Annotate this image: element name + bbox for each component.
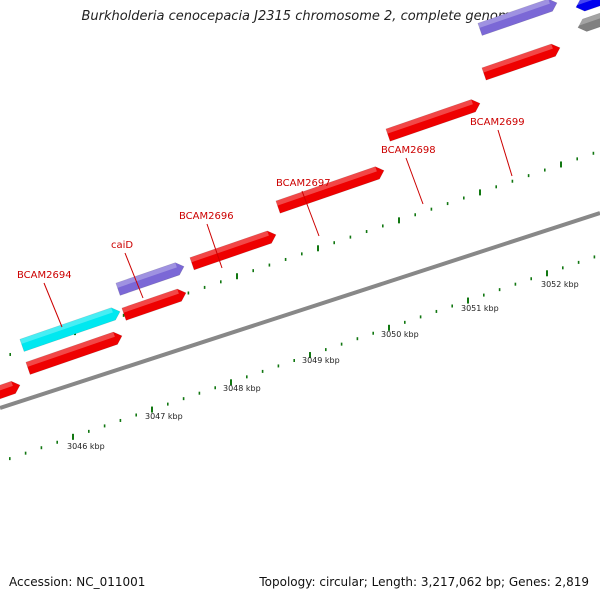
label-leaders — [43, 129, 513, 328]
backbone-line — [0, 211, 600, 410]
leader-line-1 — [124, 252, 144, 299]
gene-bar-caid-shine — [115, 262, 177, 288]
kbp-label-3047: 3047 kbp — [145, 412, 183, 421]
gene-arrow-gray-shine — [575, 6, 600, 27]
gene-arrow-c-shape — [121, 288, 187, 321]
gene-bar-bcam2699-shine — [477, 0, 550, 28]
gene-label-bcam2697[interactable]: BCAM2697 — [276, 178, 331, 189]
kbp-label-3048: 3048 kbp — [223, 384, 261, 393]
gene-arrow-f-shine — [385, 99, 473, 134]
gene-label-bcam2698[interactable]: BCAM2698 — [381, 145, 436, 156]
gene-arrow-blue-shine — [573, 0, 600, 6]
gene-bar-bcam2694-shape — [19, 307, 121, 352]
gene-arrow-d-shine — [189, 230, 269, 263]
gene-bar-bcam2699[interactable] — [477, 0, 559, 36]
genome-summary: Topology: circular; Length: 3,217,062 bp… — [259, 575, 589, 589]
gene-arrow-e-shine — [275, 166, 377, 206]
kbp-label-3051: 3051 kbp — [461, 304, 499, 313]
gene-bar-bcam2699-shape — [477, 0, 558, 36]
gene-arrow-g[interactable] — [481, 42, 562, 81]
gene-arrow-b-shine — [25, 332, 115, 367]
feature-track — [0, 0, 600, 402]
leader-line-5 — [497, 129, 513, 177]
gene-arrow-b-shape — [25, 331, 123, 375]
gene-arrow-gray-shape — [577, 6, 600, 32]
gene-arrow-c[interactable] — [121, 287, 188, 321]
gene-label-bcam2694[interactable]: BCAM2694 — [17, 270, 72, 281]
gene-arrow-a-shape — [0, 380, 21, 402]
leader-line-2 — [206, 223, 223, 269]
kbp-label-3049: 3049 kbp — [302, 356, 340, 365]
gene-bar-caid-shape — [115, 262, 185, 296]
leader-line-4 — [405, 157, 424, 205]
gene-label-bcam2696[interactable]: BCAM2696 — [179, 211, 234, 222]
gene-arrow-a-shine — [0, 381, 13, 394]
kbp-label-3046: 3046 kbp — [67, 442, 105, 451]
gene-arrow-f[interactable] — [385, 97, 482, 142]
gene-arrow-c-shine — [121, 288, 179, 313]
gene-arrow-b[interactable] — [25, 330, 124, 375]
gene-label-bcam2699[interactable]: BCAM2699 — [470, 117, 525, 128]
leader-line-3 — [301, 190, 320, 237]
gene-arrow-e[interactable] — [275, 164, 386, 214]
gene-labels: BCAM2694 caiD BCAM2696 BCAM2697 BCAM2698… — [17, 117, 525, 281]
kbp-label-3052: 3052 kbp — [541, 280, 579, 289]
gene-arrow-gray[interactable] — [575, 6, 600, 34]
gene-arrow-d[interactable] — [189, 229, 278, 271]
gene-arrow-f-shape — [385, 99, 481, 142]
gene-bar-bcam2694[interactable] — [19, 305, 122, 352]
gene-bar-caid[interactable] — [115, 260, 186, 296]
inner-tick-ring — [9, 255, 596, 461]
gene-bar-bcam2694-shine — [19, 307, 113, 344]
kbp-labels: 3046 kbp 3047 kbp 3048 kbp 3049 kbp 3050… — [67, 280, 579, 451]
map-title: Burkholderia cenocepacia J2315 chromosom… — [81, 9, 519, 24]
gene-arrow-g-shape — [481, 43, 561, 81]
gene-label-caid[interactable]: caiD — [111, 240, 133, 251]
gene-arrow-blue[interactable] — [573, 0, 600, 13]
accession-text: Accession: NC_011001 — [9, 575, 146, 589]
backbone-track — [0, 211, 600, 410]
gene-arrow-d-shape — [189, 230, 277, 271]
leader-line-0 — [43, 282, 63, 328]
gene-arrow-blue-shape — [575, 0, 600, 12]
gene-arrow-e-shape — [275, 166, 385, 214]
kbp-label-3050: 3050 kbp — [381, 330, 419, 339]
gene-arrow-g-shine — [481, 43, 553, 73]
gene-arrow-a[interactable] — [0, 379, 22, 402]
